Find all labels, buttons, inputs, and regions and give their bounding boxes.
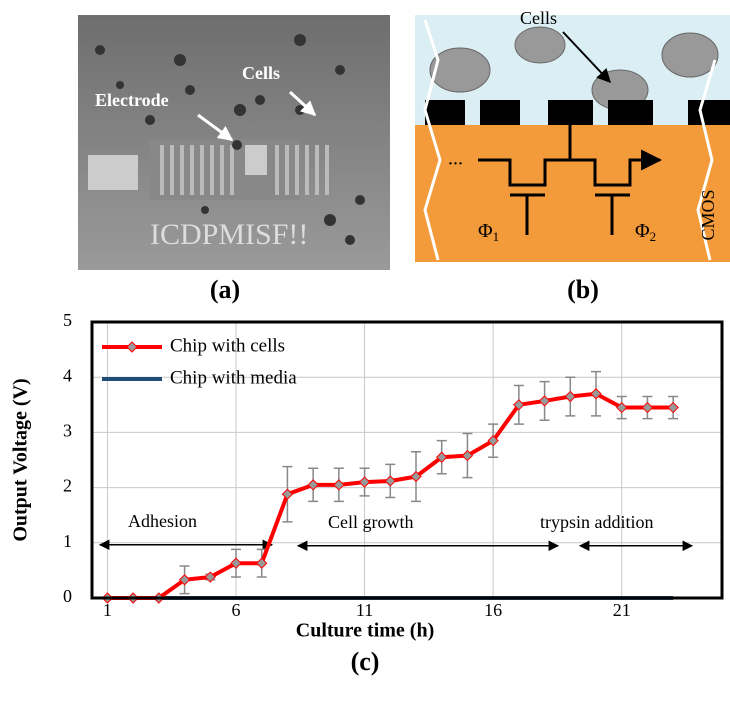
cmos-label: CMOS	[698, 189, 718, 240]
point	[178, 574, 191, 586]
circuit	[478, 125, 663, 235]
electrode-label: Electrode	[95, 90, 169, 110]
legend-marker	[126, 341, 138, 353]
point	[461, 449, 474, 462]
phi-symbol: Φ	[635, 220, 650, 242]
plot-frame	[90, 320, 724, 600]
y-tick-label: 1	[63, 531, 72, 551]
point	[307, 479, 319, 491]
y-tick-label: 0	[63, 586, 72, 606]
y-tick-label: 4	[63, 365, 72, 385]
point	[333, 479, 345, 491]
point	[667, 401, 679, 414]
panel-label: (c)	[351, 647, 380, 676]
annotation: trypsin addition	[540, 512, 654, 532]
cells-label: Cells	[242, 63, 280, 83]
panel-b: ... Cells Φ1 Φ2 CMOS (b)	[415, 8, 730, 304]
phi2: Φ2	[635, 220, 656, 244]
point	[230, 557, 242, 569]
annotation: Cell growth	[328, 512, 414, 532]
point	[590, 388, 602, 400]
x-tick-label: 11	[356, 600, 373, 620]
y-tick-label: 2	[63, 476, 72, 496]
point	[564, 390, 576, 403]
x-tick-label: 21	[613, 600, 631, 620]
cells-shapes	[429, 26, 719, 111]
x-tick-label: 1	[103, 600, 112, 620]
point	[410, 470, 422, 483]
panel-label: (b)	[567, 275, 599, 304]
dots: ...	[448, 148, 463, 170]
x-tick-label: 16	[484, 600, 502, 620]
annotation: Adhesion	[128, 511, 197, 531]
point	[384, 475, 396, 487]
panel-a: ICDPMISF!! Electrode Cells (a)	[78, 15, 390, 304]
electrodes	[425, 100, 730, 125]
point	[281, 488, 294, 500]
point	[256, 557, 268, 569]
x-axis-label: Culture time (h)	[296, 620, 435, 642]
point	[641, 401, 654, 414]
phi-symbol: Φ	[478, 220, 493, 242]
chip-text: ICDPMISF!!	[150, 218, 308, 251]
point	[204, 571, 216, 583]
cells-label: Cells	[520, 8, 557, 28]
legend-label: Chip with cells	[170, 335, 285, 356]
point	[616, 401, 628, 414]
point	[436, 451, 448, 463]
y-axis-label: Output Voltage (V)	[10, 378, 32, 541]
y-tick-label: 5	[63, 310, 72, 330]
y-tick-label: 3	[63, 421, 72, 441]
x-tick-label: 6	[232, 600, 241, 620]
cells-dots	[95, 34, 365, 245]
phi1: Φ1	[478, 220, 499, 244]
plot-area	[92, 322, 722, 598]
phi-subscript: 1	[493, 229, 500, 244]
point	[538, 395, 551, 407]
phi-subscript: 2	[650, 229, 657, 244]
point	[513, 399, 525, 411]
cmos-substrate	[415, 125, 730, 262]
point	[358, 476, 371, 488]
electrode-array	[88, 140, 329, 200]
legend-label: Chip with media	[170, 367, 297, 388]
point	[487, 434, 499, 447]
panel-label: (a)	[210, 275, 240, 304]
